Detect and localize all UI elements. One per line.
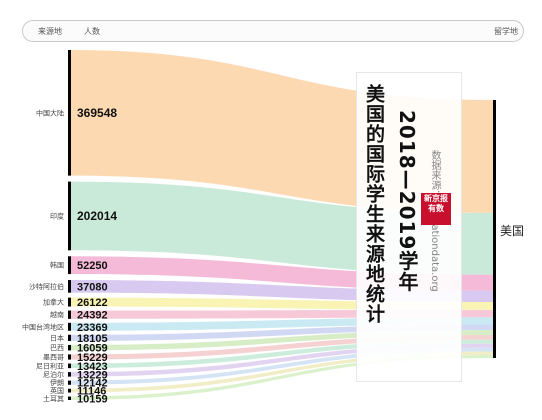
source-node-11: [68, 372, 71, 377]
source-node-4: [68, 297, 71, 307]
category-label-2: 韩国: [50, 261, 64, 270]
category-label-9: 墨西哥: [43, 353, 64, 361]
category-label-12: 伊朗: [50, 378, 64, 387]
source-node-14: [68, 396, 71, 400]
value-label-6: 23369: [77, 322, 108, 334]
chart-title: 美国的国际学生来源地统计: [363, 84, 385, 324]
value-label-13: 11146: [77, 386, 106, 398]
nodes-layer: [68, 50, 496, 400]
category-label-13: 英国: [50, 386, 64, 395]
value-label-10: 13423: [77, 361, 108, 373]
source-node-6: [68, 322, 71, 331]
brand-logo: 新京报 有数: [421, 193, 451, 225]
value-label-4: 26122: [77, 297, 108, 309]
destination-column-header: 留学地: [494, 27, 518, 36]
title-card: [356, 72, 462, 382]
source-column-header: 来源地: [38, 27, 62, 36]
category-label-10: 尼日利亚: [36, 361, 64, 370]
category-label-3: 沙特阿拉伯: [29, 282, 64, 291]
value-label-5: 24392: [77, 310, 108, 322]
category-label-11: 尼泊尔: [43, 370, 64, 379]
source-node-10: [68, 363, 71, 369]
header-bar: [22, 20, 524, 42]
flow-12: [68, 347, 493, 385]
source-node-12: [68, 380, 71, 385]
source-node-8: [68, 344, 71, 351]
category-label-4: 加拿大: [43, 298, 64, 307]
value-label-2: 52250: [77, 260, 108, 272]
value-label-11: 13229: [77, 369, 108, 381]
source-node-2: [68, 256, 71, 275]
chart-subtitle-years: 2018—2019学年: [395, 110, 419, 293]
flow-14: [68, 354, 493, 400]
value-label-9: 15229: [77, 352, 108, 364]
category-label-8: 巴西: [50, 344, 64, 352]
source-node-9: [68, 354, 71, 360]
source-node-5: [68, 310, 71, 319]
value-label-1: 202014: [77, 209, 117, 223]
source-node-1: [68, 181, 71, 251]
source-node-13: [68, 388, 71, 393]
category-label-6: 中国台湾地区: [22, 322, 64, 331]
value-label-14: 10159: [77, 393, 108, 405]
labels-layer: 中国大陆 369548 印度 202014 韩国 52250 沙特阿拉伯 37080 加拿大 26…: [22, 106, 117, 405]
category-label-5: 越南: [50, 310, 64, 319]
flow-10: [68, 339, 493, 369]
value-label-0: 369548: [77, 106, 117, 120]
flow-13: [68, 351, 493, 393]
value-label-3: 37080: [77, 281, 108, 293]
target-node: [493, 100, 496, 358]
value-label-8: 16059: [77, 343, 108, 355]
value-label-7: 18105: [77, 333, 108, 345]
category-label-1: 印度: [50, 211, 64, 220]
value-label-12: 12142: [77, 378, 108, 390]
category-label-0: 中国大陆: [36, 108, 64, 117]
source-node-3: [68, 280, 71, 293]
source-node-0: [68, 50, 71, 176]
category-label-7: 日本: [50, 333, 64, 342]
count-column-header: 人数: [84, 27, 100, 36]
category-label-14: 土耳其: [43, 394, 64, 403]
target-node-label: 美国: [500, 224, 525, 238]
source-node-7: [68, 334, 71, 341]
flow-11: [68, 343, 493, 377]
